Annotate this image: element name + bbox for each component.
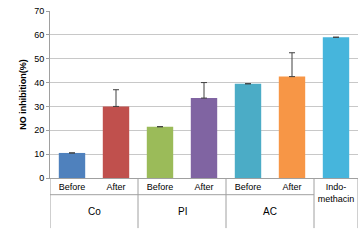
svg-text:Co: Co bbox=[88, 206, 101, 217]
svg-text:AC: AC bbox=[263, 206, 277, 217]
svg-text:Indo-methacin: Indo-methacin bbox=[318, 182, 355, 204]
svg-text:20: 20 bbox=[34, 125, 44, 135]
svg-text:After: After bbox=[106, 182, 125, 192]
svg-text:60: 60 bbox=[34, 30, 44, 40]
svg-text:Before: Before bbox=[147, 182, 174, 192]
svg-text:After: After bbox=[282, 182, 301, 192]
svg-text:NO inhibition(%): NO inhibition(%) bbox=[18, 59, 28, 129]
svg-text:30: 30 bbox=[34, 102, 44, 112]
svg-text:0: 0 bbox=[39, 173, 44, 183]
svg-text:40: 40 bbox=[34, 78, 44, 88]
svg-text:After: After bbox=[194, 182, 213, 192]
svg-text:PI: PI bbox=[178, 206, 187, 217]
svg-text:70: 70 bbox=[34, 6, 44, 16]
svg-text:Before: Before bbox=[235, 182, 262, 192]
svg-text:Before: Before bbox=[59, 182, 86, 192]
svg-text:10: 10 bbox=[34, 149, 44, 159]
svg-text:50: 50 bbox=[34, 54, 44, 64]
